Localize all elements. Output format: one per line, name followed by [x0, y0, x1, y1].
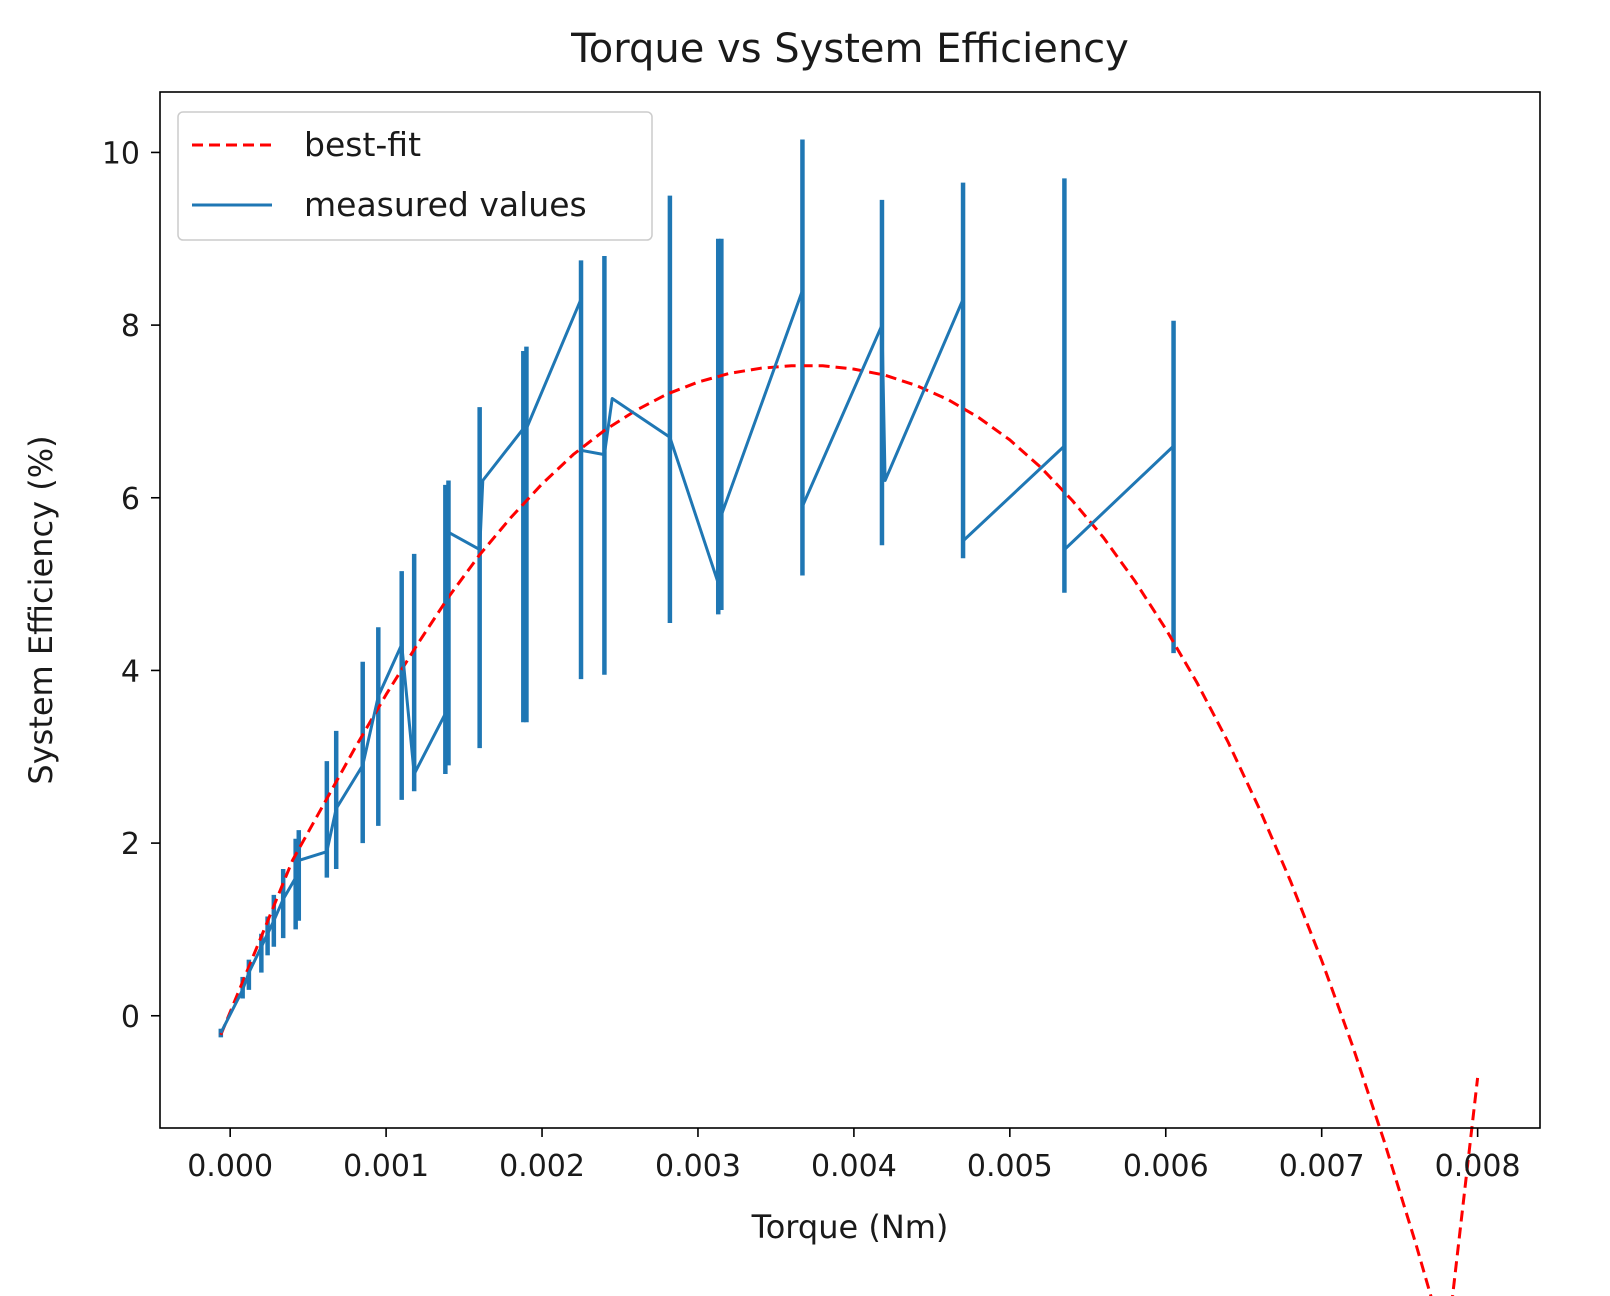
errorbar-group [218, 139, 1176, 1038]
x-tick-label: 0.002 [499, 1149, 585, 1184]
axes-frame [159, 91, 1541, 1129]
series-group [219, 289, 1480, 1296]
x-tick-label: 0.008 [1435, 1149, 1521, 1184]
y-axis-label: System Efficiency (%) [22, 435, 60, 784]
x-axis-ticks: 0.000 0.001 0.002 0.003 0.004 0.005 0.006 0.007… [187, 1128, 1521, 1184]
x-tick-label: 0.004 [811, 1149, 897, 1184]
x-axis-label: Torque (Nm) [751, 1208, 949, 1246]
x-tick-label: 0.006 [1123, 1149, 1209, 1184]
y-tick-label: 4 [121, 654, 140, 689]
y-tick-label: 8 [121, 309, 140, 344]
y-axis-ticks: 0 2 4 6 8 10 [102, 136, 160, 1035]
series-line-best-fit [219, 364, 1480, 1296]
x-tick-label: 0.007 [1279, 1149, 1365, 1184]
x-tick-label: 0.005 [967, 1149, 1053, 1184]
x-tick-label: 0.001 [343, 1149, 429, 1184]
plot-area [218, 139, 1480, 1296]
legend: best-fit measured values [177, 111, 653, 241]
y-tick-label: 0 [121, 1000, 140, 1035]
series-line-measured-values [219, 289, 1175, 1034]
x-tick-label: 0.000 [187, 1149, 273, 1184]
chart-title: Torque vs System Efficiency [570, 26, 1129, 72]
legend-label-measured-values: measured values [304, 185, 587, 224]
y-tick-label: 2 [121, 827, 140, 862]
legend-box [177, 111, 653, 241]
y-tick-label: 10 [102, 136, 140, 171]
legend-label-best-fit: best-fit [304, 125, 421, 164]
x-tick-label: 0.003 [655, 1149, 741, 1184]
y-tick-label: 6 [121, 482, 140, 517]
